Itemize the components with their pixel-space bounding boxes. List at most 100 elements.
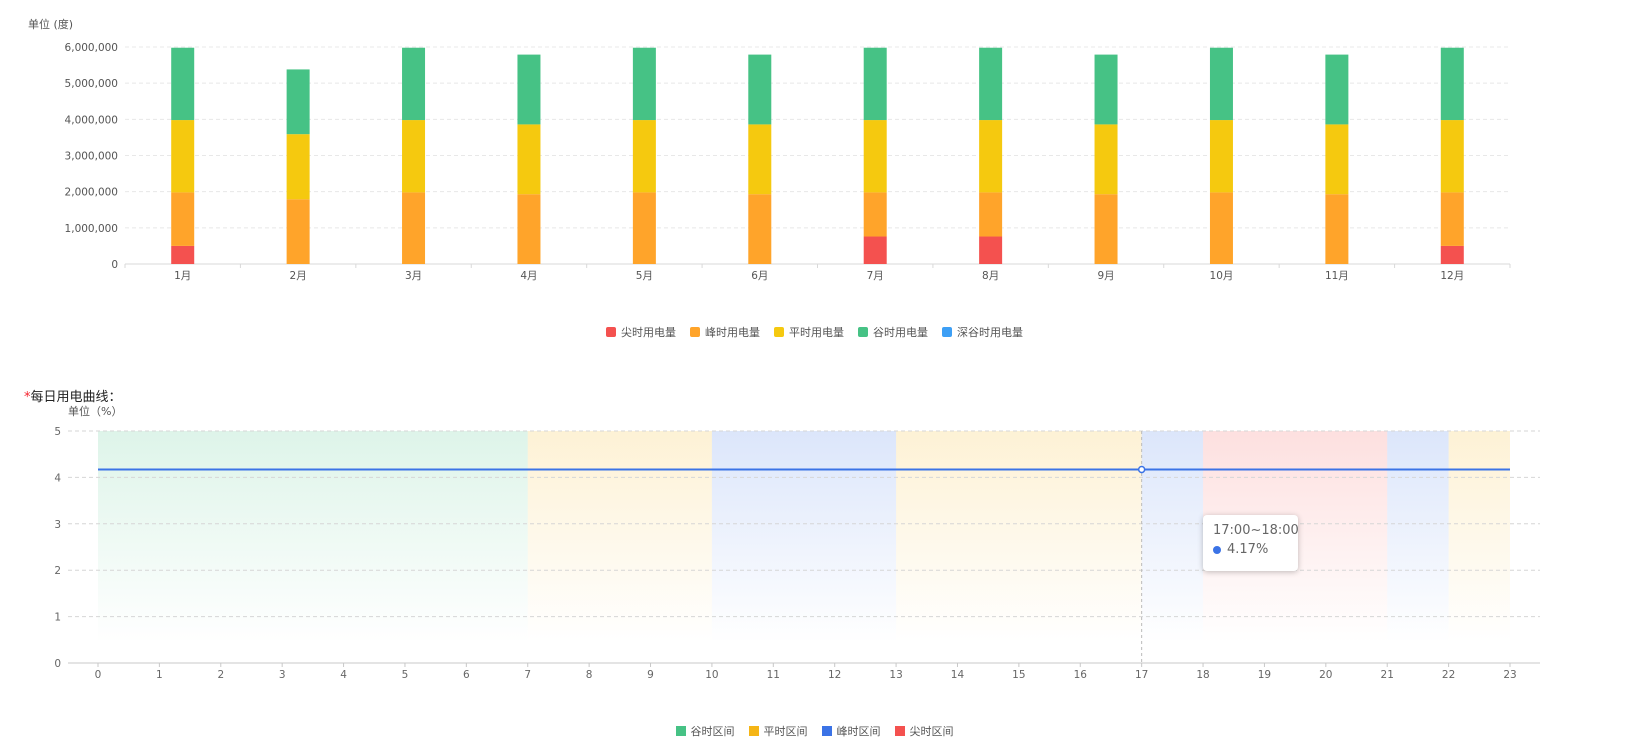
x-tick-label: 12 [828, 669, 841, 681]
bar-segment [863, 236, 887, 264]
bar-segment [632, 192, 656, 264]
legend-swatch [821, 726, 832, 736]
legend-swatch [774, 327, 784, 337]
x-tick-label: 1月 [174, 270, 191, 282]
monthly-stacked-bar-chart: 单位 (度) 0 1,000,000 2,000,000 3,000,000 4,000,… [28, 17, 1511, 282]
legend-item[interactable]: 峰时区间 [821, 723, 881, 739]
y-tick-label: 1 [54, 612, 61, 624]
bar-segment [863, 120, 887, 193]
y-tick-label: 5 [54, 426, 61, 438]
bar-segment [517, 124, 541, 195]
x-tick-label: 2 [217, 669, 224, 681]
bar-segment [402, 120, 426, 193]
x-tick-label: 19 [1258, 669, 1271, 681]
bar-segment [1094, 124, 1118, 195]
legend-label: 谷时区间 [690, 725, 735, 738]
y-tick-label: 4 [54, 472, 61, 484]
x-tick-label: 6 [463, 669, 470, 681]
bar-segment [1440, 120, 1464, 193]
x-tick-label: 8 [586, 669, 593, 681]
x-tick-label: 12月 [1440, 270, 1464, 282]
bar-segment [1209, 120, 1233, 193]
time-band [1448, 431, 1510, 643]
tooltip-series-dot [1213, 545, 1221, 554]
y-tick-label: 0 [54, 658, 61, 670]
x-tick-label: 20 [1319, 669, 1332, 681]
bar-segment [171, 47, 195, 121]
x-tick-label: 11月 [1325, 270, 1349, 282]
legend-label: 峰时区间 [836, 725, 881, 738]
legend-item[interactable]: 谷时用电量 [858, 324, 928, 340]
x-tick-label: 7月 [867, 270, 884, 282]
bar-segment [171, 192, 195, 246]
daily-curve-title-text: 每日用电曲线： [30, 390, 122, 405]
y-tick-label: 5,000,000 [65, 78, 118, 90]
bar-segment [979, 192, 1003, 237]
legend-label: 深谷时用电量 [957, 326, 1023, 339]
legend-swatch [675, 726, 686, 736]
legend-label: 尖时区间 [909, 725, 954, 738]
x-tick-label: 15 [1012, 669, 1025, 681]
legend-label: 尖时用电量 [621, 326, 676, 339]
legend-swatch [606, 327, 616, 337]
bar-segment [1209, 192, 1233, 264]
x-tick-label: 7 [524, 669, 531, 681]
bar-segment [863, 47, 887, 121]
x-tick-label: 4月 [520, 270, 537, 282]
bar-segment [1325, 194, 1349, 264]
legend-item[interactable]: 谷时区间 [675, 723, 735, 739]
legend-item[interactable]: 峰时用电量 [690, 324, 760, 340]
bar-segment [171, 245, 195, 264]
legend-swatch [942, 327, 952, 337]
y-tick-label: 2 [54, 565, 61, 577]
hover-point [1137, 465, 1146, 474]
bar-segment [402, 192, 426, 264]
y-tick-label: 1,000,000 [65, 223, 118, 235]
y-tick-label: 4,000,000 [65, 114, 118, 126]
x-tick-label: 6月 [751, 270, 768, 282]
x-tick-label: 10月 [1210, 270, 1234, 282]
tooltip-value: 4.17% [1227, 542, 1269, 557]
legend-item[interactable]: 平时用电量 [774, 324, 844, 340]
legend-item[interactable]: 平时区间 [748, 723, 808, 739]
bar-segment [286, 69, 310, 135]
legend-item[interactable]: 尖时用电量 [606, 324, 676, 340]
bar-segment [979, 120, 1003, 193]
y-tick-label: 3,000,000 [65, 151, 118, 163]
bar-segment [1325, 124, 1349, 195]
x-tick-label: 13 [889, 669, 902, 681]
time-band [98, 431, 528, 643]
x-tick-label: 5 [402, 669, 409, 681]
x-tick-label: 3 [279, 669, 286, 681]
legend-label: 平时用电量 [789, 326, 844, 339]
bar-segment [1440, 245, 1464, 264]
legend-swatch [894, 726, 905, 736]
bar-segment [748, 194, 772, 264]
x-tick-label: 3月 [405, 270, 422, 282]
x-tick-label: 5月 [636, 270, 653, 282]
x-tick-label: 4 [340, 669, 347, 681]
bar-segment [632, 120, 656, 193]
bar-segment [1094, 54, 1118, 125]
monthly-chart-legend: 尖时用电量 峰时用电量 平时用电量 谷时用电量 深谷时用电量 [0, 324, 1629, 340]
legend-swatch [858, 327, 868, 337]
x-tick-label: 11 [767, 669, 780, 681]
x-tick-label: 10 [705, 669, 718, 681]
legend-item[interactable]: 深谷时用电量 [942, 324, 1023, 340]
bar-segment [1209, 47, 1233, 121]
legend-label: 谷时用电量 [873, 326, 928, 339]
bar-segment [286, 134, 310, 200]
time-band [711, 431, 897, 643]
daily-curve-title: *每日用电曲线： [24, 386, 122, 405]
bar-segment [748, 54, 772, 125]
tooltip-time: 17:00~18:00 [1213, 523, 1299, 538]
bar-segment [979, 236, 1003, 264]
bar-segment [171, 120, 195, 193]
legend-label: 平时区间 [763, 725, 808, 738]
legend-item[interactable]: 尖时区间 [894, 723, 954, 739]
time-band [527, 431, 712, 643]
x-tick-label: 9月 [1097, 270, 1114, 282]
bar-segment [863, 192, 887, 237]
time-band [896, 431, 1142, 643]
